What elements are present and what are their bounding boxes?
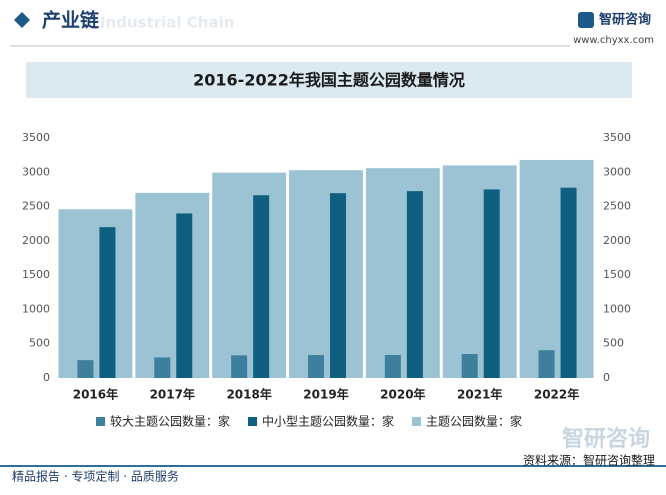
y-tick-label: 1500 <box>22 268 50 281</box>
bar <box>58 209 133 378</box>
y-tick-label: 1000 <box>22 302 50 315</box>
bar <box>365 168 440 378</box>
bar <box>289 170 363 378</box>
y2-tick-label: 2500 <box>603 200 631 213</box>
footer-brand: 智研咨询 <box>562 426 650 452</box>
brand: 智研咨询 <box>599 12 651 28</box>
x-tick-label: 2017年 <box>150 387 195 402</box>
header-title: 产业链 <box>42 9 99 32</box>
bar <box>176 213 193 378</box>
bar <box>231 355 248 378</box>
x-tick-label: 2022年 <box>534 387 579 402</box>
bar <box>538 350 555 378</box>
y-tick-label: 2500 <box>22 200 50 213</box>
bar <box>461 354 478 378</box>
bar <box>406 191 423 378</box>
watermark: Industrial Chain <box>100 14 234 32</box>
y-tick-label: 500 <box>29 337 50 350</box>
legend-label: 中小型主题公园数量：家 <box>262 414 394 429</box>
bar <box>77 360 94 378</box>
x-tick-label: 2020年 <box>380 387 425 402</box>
legend-label: 主题公园数量：家 <box>426 414 522 429</box>
bar <box>308 355 324 378</box>
footer-slogan: 精品报告 · 专项定制 · 品质服务 <box>12 469 179 484</box>
bar <box>483 189 500 378</box>
x-tick-label: 2019年 <box>303 387 348 402</box>
y2-tick-label: 2000 <box>603 234 631 247</box>
bar <box>384 355 401 378</box>
y-tick-label: 2000 <box>22 234 50 247</box>
legend-swatch <box>412 417 422 426</box>
legend-swatch <box>248 417 258 426</box>
bar <box>442 165 517 378</box>
y-tick-label: 0 <box>43 371 50 384</box>
x-tick-label: 2016年 <box>73 387 118 402</box>
y2-tick-label: 1500 <box>603 268 631 281</box>
legend-label: 较大主题公园数量：家 <box>110 414 230 429</box>
y-tick-label: 3500 <box>22 131 50 144</box>
y2-tick-label: 3000 <box>603 165 631 178</box>
bar <box>154 357 171 378</box>
y-tick-label: 3000 <box>22 165 50 178</box>
bar <box>330 193 346 378</box>
bar <box>519 159 594 378</box>
bar <box>135 192 210 378</box>
bar <box>253 195 270 378</box>
bar <box>99 227 116 378</box>
title-bar <box>26 62 632 98</box>
bar <box>212 172 287 378</box>
source: 资料来源：智研咨询整理 <box>523 453 655 468</box>
y2-tick-label: 0 <box>603 371 610 384</box>
y2-tick-label: 1000 <box>603 302 631 315</box>
y2-tick-label: 500 <box>603 337 624 350</box>
y2-tick-label: 3500 <box>603 131 631 144</box>
url: www.chyxx.com <box>573 35 654 46</box>
header-icon <box>14 12 30 28</box>
x-tick-label: 2021年 <box>457 387 502 402</box>
chart-title: 2016-2022年我国主题公园数量情况 <box>193 71 465 90</box>
logo-icon <box>578 12 594 28</box>
bar <box>560 187 577 378</box>
x-tick-label: 2018年 <box>226 387 271 402</box>
legend-swatch <box>96 417 105 426</box>
